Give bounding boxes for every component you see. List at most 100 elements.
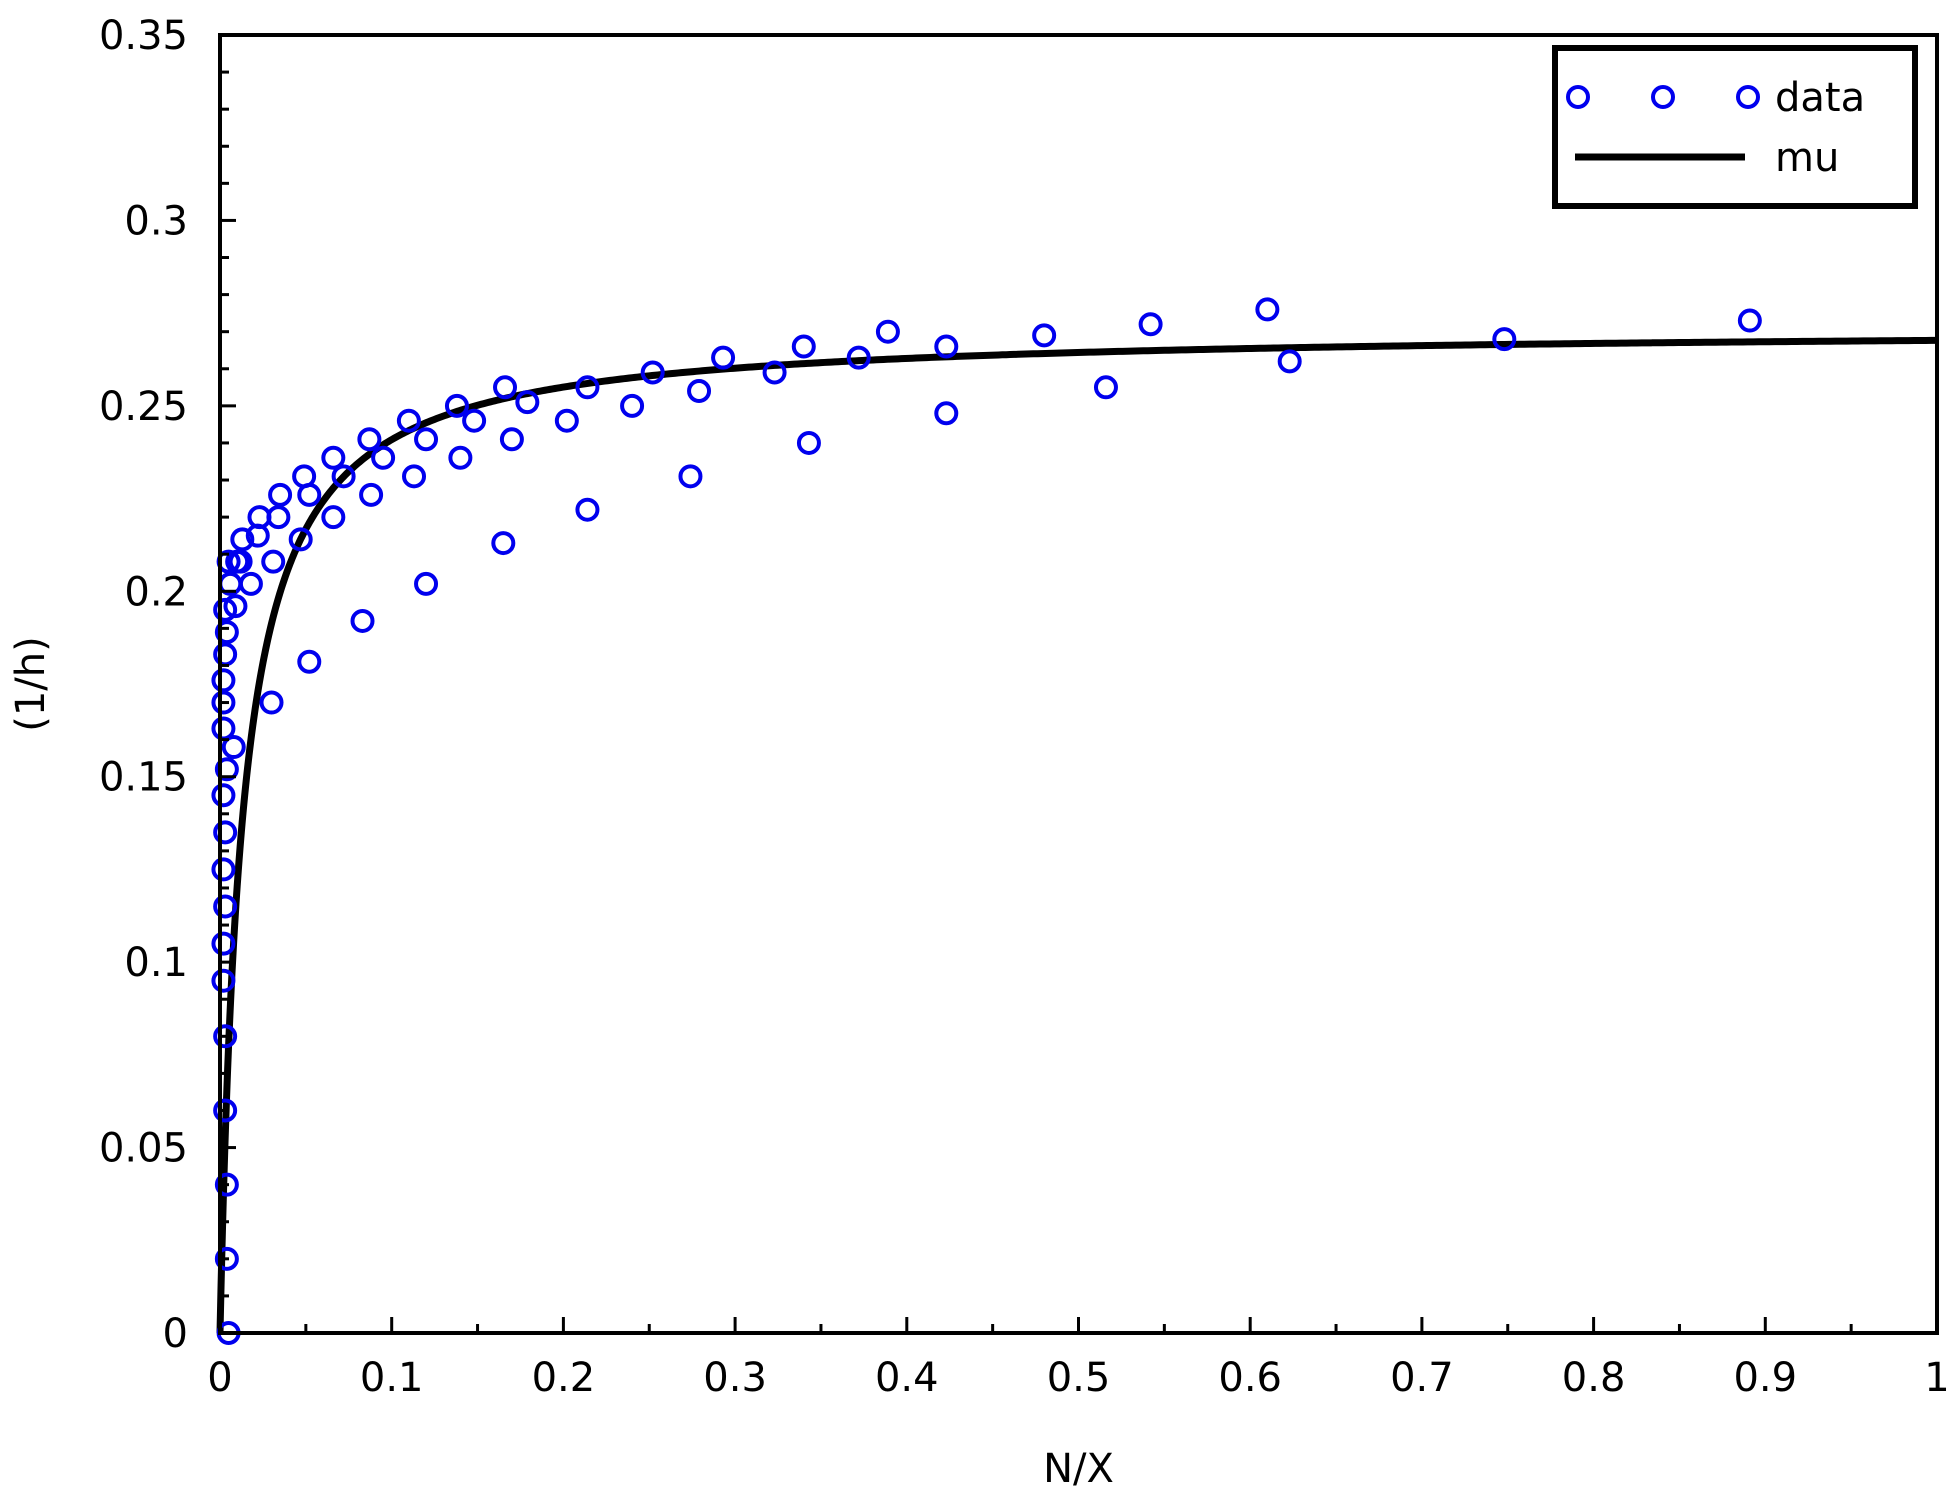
legend-mu-label: mu xyxy=(1775,135,1839,181)
x-tick-label-8: 0.8 xyxy=(1562,1355,1626,1401)
data-point-25 xyxy=(238,571,263,596)
data-point-8 xyxy=(211,857,236,882)
data-point-56 xyxy=(575,375,600,400)
data-point-61 xyxy=(711,345,736,370)
data-point-15 xyxy=(211,668,236,693)
x-tick-label-3: 0.3 xyxy=(703,1355,767,1401)
data-point-69 xyxy=(1032,323,1057,348)
data-point-43 xyxy=(396,408,421,433)
x-tick-label-0: 0 xyxy=(207,1355,232,1401)
data-point-10 xyxy=(211,783,236,808)
data-point-11 xyxy=(214,757,239,782)
data-point-5 xyxy=(211,968,236,993)
legend-box xyxy=(1552,45,1918,209)
data-point-36 xyxy=(321,445,346,470)
y-tick-label-1: 0.05 xyxy=(99,1126,188,1172)
data-point-54 xyxy=(554,408,579,433)
y-tick-label-2: 0.1 xyxy=(124,940,188,986)
x-tick-label-6: 0.6 xyxy=(1218,1355,1282,1401)
data-point-74 xyxy=(1492,327,1517,352)
data-point-67 xyxy=(934,401,959,426)
y-tick-label-3: 0.15 xyxy=(99,755,188,801)
data-point-53 xyxy=(515,390,540,415)
data-point-24 xyxy=(228,549,253,574)
data-point-70 xyxy=(1093,375,1118,400)
data-point-31 xyxy=(268,482,293,507)
data-point-51 xyxy=(493,375,518,400)
x-tick-label-4: 0.4 xyxy=(875,1355,939,1401)
data-point-35 xyxy=(297,649,322,674)
data-point-45 xyxy=(414,427,439,452)
y-tick-label-6: 0.3 xyxy=(124,198,188,244)
data-point-1 xyxy=(214,1246,239,1271)
data-point-40 xyxy=(357,427,382,452)
data-point-57 xyxy=(620,393,645,418)
data-point-38 xyxy=(331,464,356,489)
data-point-30 xyxy=(266,505,291,530)
data-point-19 xyxy=(223,594,248,619)
data-point-23 xyxy=(230,527,255,552)
mu-line xyxy=(216,336,1938,1337)
data-point-58 xyxy=(640,360,665,385)
y-tick-label-0: 0 xyxy=(163,1311,188,1357)
data-point-29 xyxy=(261,549,286,574)
x-tick-label-9: 0.9 xyxy=(1733,1355,1797,1401)
data-point-73 xyxy=(1277,349,1302,374)
data-point-68 xyxy=(934,334,959,359)
data-point-28 xyxy=(259,690,284,715)
data-point-41 xyxy=(359,482,384,507)
data-point-60 xyxy=(687,379,712,404)
data-point-62 xyxy=(762,360,787,385)
data-point-4 xyxy=(213,1024,238,1049)
x-tick-label-10: 1 xyxy=(1924,1355,1948,1401)
data-point-32 xyxy=(288,527,313,552)
legend: data mu xyxy=(1552,45,1918,209)
data-point-75 xyxy=(1737,308,1762,333)
x-tick-label-5: 0.5 xyxy=(1047,1355,1111,1401)
data-point-48 xyxy=(448,445,473,470)
y-tick-label-5: 0.25 xyxy=(99,384,188,430)
x-axis-label: N/X xyxy=(1043,1446,1114,1489)
data-point-39 xyxy=(350,608,375,633)
x-tick-label-1: 0.1 xyxy=(360,1355,424,1401)
data-point-37 xyxy=(321,505,346,530)
data-point-46 xyxy=(414,571,439,596)
legend-data-marker-1 xyxy=(1651,85,1675,109)
data-point-55 xyxy=(575,497,600,522)
legend-data-marker-2 xyxy=(1736,85,1760,109)
data-point-6 xyxy=(211,931,236,956)
data-point-50 xyxy=(491,531,516,556)
data-point-18 xyxy=(213,597,238,622)
data-point-44 xyxy=(402,464,427,489)
data-point-66 xyxy=(875,319,900,344)
data-point-47 xyxy=(444,393,469,418)
x-tick-label-7: 0.7 xyxy=(1390,1355,1454,1401)
data-point-71 xyxy=(1138,312,1163,337)
data-point-9 xyxy=(213,820,238,845)
data-point-7 xyxy=(213,894,238,919)
data-point-65 xyxy=(846,345,871,370)
legend-data-markers xyxy=(1566,85,1760,109)
y-tick-label-4: 0.2 xyxy=(124,569,188,615)
data-point-42 xyxy=(371,445,396,470)
data-point-52 xyxy=(499,427,524,452)
y-axis-label: (1/h) xyxy=(8,636,54,732)
data-point-72 xyxy=(1255,297,1280,322)
data-point-2 xyxy=(214,1172,239,1197)
data-point-14 xyxy=(211,690,236,715)
data-point-17 xyxy=(214,620,239,645)
data-point-59 xyxy=(678,464,703,489)
data-marks xyxy=(211,297,1938,1345)
legend-data-marker-0 xyxy=(1566,85,1590,109)
x-tick-label-2: 0.2 xyxy=(532,1355,596,1401)
data-point-3 xyxy=(213,1098,238,1123)
data-point-12 xyxy=(221,735,246,760)
axes: 0 0.1 0.2 0.3 0.4 0.5 0.6 0.7 0.8 0.9 1 0 0.05 0.1 0.1… xyxy=(99,13,1948,1401)
legend-data-label: data xyxy=(1775,75,1865,121)
y-tick-label-7: 0.35 xyxy=(99,13,188,59)
data-point-49 xyxy=(462,408,487,433)
data-point-64 xyxy=(796,430,821,455)
data-point-34 xyxy=(297,482,322,507)
